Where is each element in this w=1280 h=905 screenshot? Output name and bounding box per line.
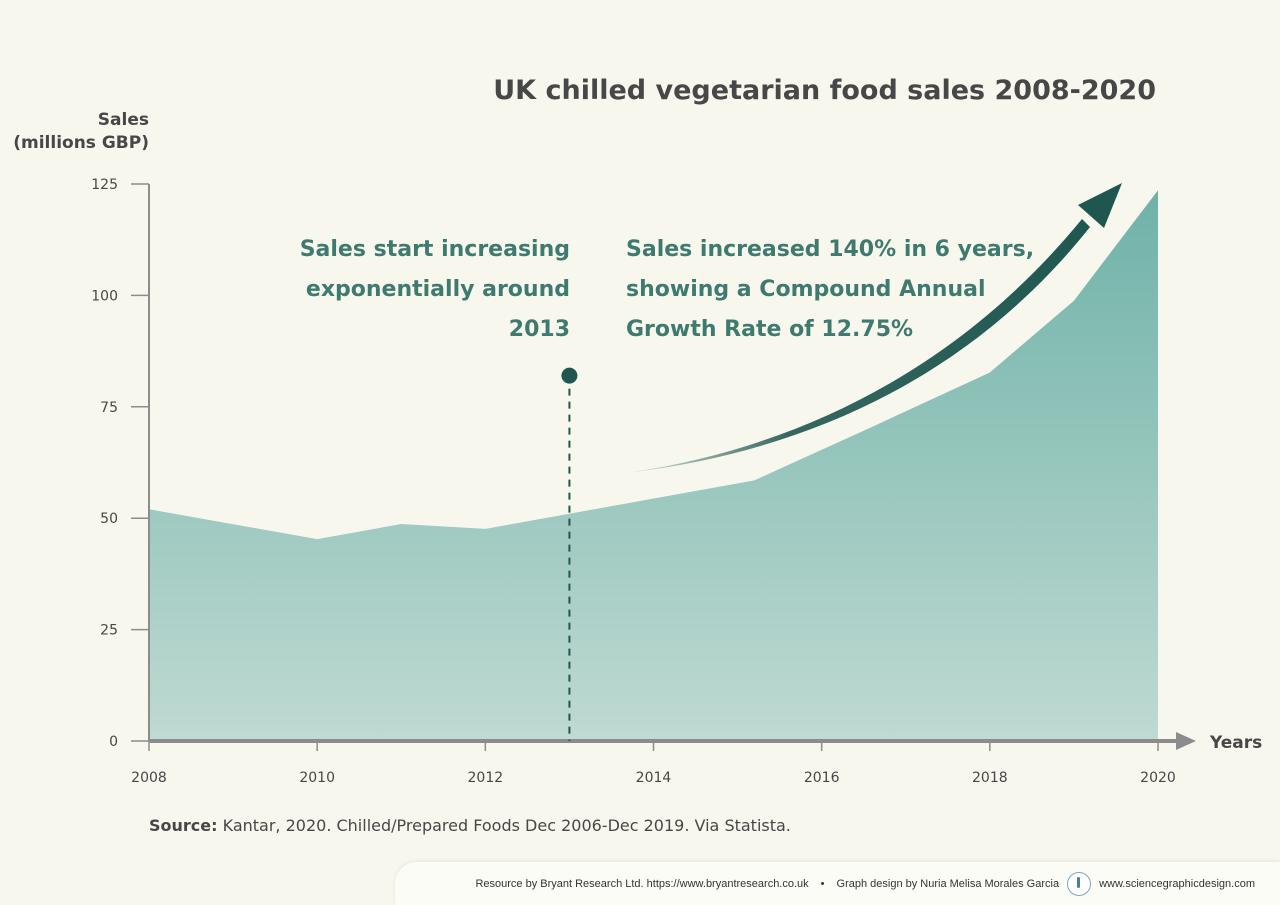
y-tick-label: 75 [100,400,118,416]
source-label: Source: [149,816,218,835]
science-graphic-design-logo-icon [1067,871,1092,896]
growth-arrowhead-icon [1078,183,1122,228]
footer-website: www.sciencegraphicdesign.com [1099,877,1255,890]
x-axis-arrowhead [1176,732,1196,750]
y-tick-label: 125 [91,177,118,193]
y-axis-label-line2: (millions GBP) [13,133,149,153]
marker-dot [561,367,578,384]
x-tick-label: 2020 [1140,770,1176,786]
footer-credits: Resource by Bryant Research Ltd. https:/… [395,862,1280,905]
source-text: Kantar, 2020. Chilled/Prepared Foods Dec… [218,816,791,835]
annotation-left-line2: exponentially around [306,277,570,302]
annotation-right-line2: showing a Compound Annual [626,277,986,302]
y-tick-label: 100 [91,288,118,304]
y-axis-label-line1: Sales [98,110,149,130]
y-tick-label: 25 [100,623,118,639]
annotation-left-line1: Sales start increasing [300,237,570,262]
x-tick-label: 2014 [636,770,672,786]
x-tick-label: 2010 [299,770,335,786]
x-axis-label: Years [1209,733,1262,753]
y-tick-label: 50 [100,511,118,527]
footer-resource: Resource by Bryant Research Ltd. https:/… [475,877,809,890]
x-tick-label: 2016 [804,770,840,786]
sales-area-series [149,190,1158,741]
x-tick-label: 2012 [468,770,504,786]
annotation-left-line3: 2013 [509,317,570,342]
source-note: Source: Kantar, 2020. Chilled/Prepared F… [149,816,791,835]
chart-title: UK chilled vegetarian food sales 2008-20… [493,75,1156,106]
annotation-right-line3: Growth Rate of 12.75% [626,317,913,342]
footer-design: Graph design by Nuria Melisa Morales Gar… [836,877,1060,890]
x-tick-label: 2018 [972,770,1008,786]
annotation-right-line1: Sales increased 140% in 6 years, [626,237,1034,262]
footer-separator: • [820,877,825,890]
x-tick-label: 2008 [131,770,167,786]
y-tick-label: 0 [109,734,118,750]
